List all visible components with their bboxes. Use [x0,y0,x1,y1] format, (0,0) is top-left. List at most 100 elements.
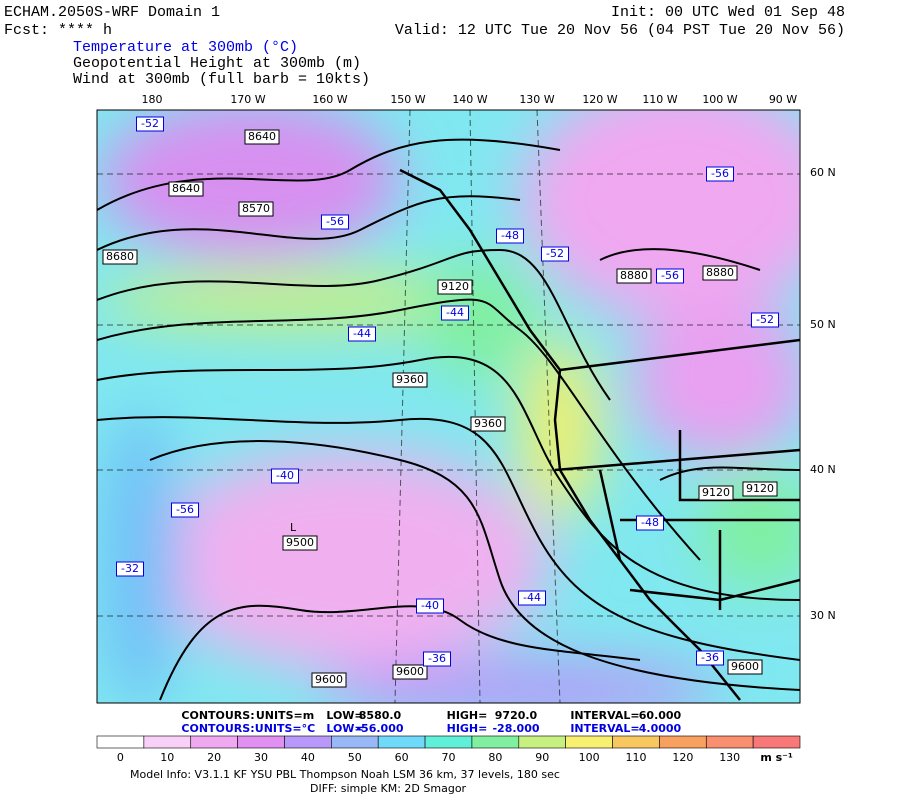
low-marker: L [290,521,297,534]
colorbar-tick: 80 [488,751,502,764]
lon-label: 180 [142,93,163,106]
contour-label-text: -56 [711,167,729,180]
contour-label-box [702,265,738,281]
contour-label-text: 9120 [746,482,774,495]
contour-label: 9500 [282,535,318,551]
contour-label-text: -32 [121,562,139,575]
contour-label-box [238,201,274,217]
colorbar-tick: 130 [719,751,740,764]
footer-line: DIFF: simple KM: 2D Smagor [310,782,467,795]
contour-label: -36 [423,651,451,667]
colorbar-swatch [424,735,473,749]
colorbar-tick: 20 [207,751,221,764]
colorbar-swatch [705,735,754,749]
lon-label: 170 W [230,93,265,106]
contour-label-text: -52 [756,313,774,326]
contour-label-box [416,598,444,614]
contour-label-box [518,590,546,606]
contour-label: -40 [271,468,299,484]
header-right: Init: 00 UTC Wed 01 Sep 48 [611,4,845,21]
lat-label: 60 N [810,166,836,179]
contour-label: 9600 [727,659,763,675]
colorbar-tick: 110 [625,751,646,764]
info-temp: -28.000 [492,722,539,735]
contour-label-text: -44 [523,591,541,604]
contour-label-text: -48 [641,516,659,529]
colorbar-swatch [331,735,379,749]
contour-label: -56 [706,166,734,182]
header-left: Fcst: **** h [4,22,112,39]
colorbar-swatch [471,735,520,749]
contour-label-text: -56 [326,215,344,228]
contour-label-text: 9600 [396,665,424,678]
lon-label: 90 W [769,93,797,106]
colorbar-swatch [190,735,238,749]
contour-label-text: 8680 [106,250,134,263]
contour-label-text: -36 [701,651,719,664]
contour-label-text: -48 [501,229,519,242]
info-height: CONTOURS: [181,709,254,722]
contour-label-box [271,468,299,484]
contour-label: 9600 [311,672,347,688]
contour-label-text: -52 [141,117,159,130]
contour-label-text: -56 [176,503,194,516]
contour-label-box [348,326,376,342]
colorbar-swatch [518,735,566,749]
colorbar-swatch [377,735,426,749]
colorbar-tick: 40 [301,751,315,764]
contour-label: -52 [136,116,164,132]
contour-label-box [392,664,428,680]
contour-label-text: 9120 [702,486,730,499]
colorbar-tick: 120 [672,751,693,764]
info-temp: LOW= [326,722,363,735]
contour-label: 8640 [244,129,280,145]
contour-label-box [636,515,664,531]
info-height: INTERVAL= [570,709,639,722]
contour-label-text: 9600 [315,673,343,686]
contour-label: -48 [636,515,664,531]
colorbar-tick: 10 [160,751,174,764]
lon-label: 100 W [702,93,737,106]
contour-label-box [282,535,318,551]
contour-label-text: -52 [546,247,564,260]
contour-label: -32 [116,561,144,577]
contour-label-box [698,485,734,501]
lat-label: 30 N [810,609,836,622]
contour-label-text: 9360 [396,373,424,386]
lat-label: 50 N [810,318,836,331]
map-frame [96,109,801,704]
contour-label-text: -40 [421,599,439,612]
contour-label: -52 [751,312,779,328]
contour-label: 9600 [392,664,428,680]
contour-label-box [616,268,652,284]
lon-label: 130 W [519,93,554,106]
contour-label-box [441,305,469,321]
contour-label-text: 8570 [242,202,270,215]
contour-label-box [171,502,199,518]
info-temp: 4.0000 [639,722,682,735]
colorbar-tick: 90 [535,751,549,764]
contour-label-text: -56 [661,269,679,282]
contour-label-text: 9600 [731,660,759,673]
lon-label: 120 W [582,93,617,106]
contour-label-box [423,651,451,667]
contour-label: -56 [656,268,684,284]
contour-label: 8880 [702,265,738,281]
colorbar-swatch [659,735,707,749]
contour-label-text: 8880 [706,266,734,279]
contour-label-box [696,650,724,666]
contour-label: -44 [441,305,469,321]
contour-label: -56 [321,214,349,230]
contour-label-box [437,279,473,295]
contour-label-box [321,214,349,230]
contour-label-box [311,672,347,688]
colorbar-tick: 100 [579,751,600,764]
contour-label: -44 [348,326,376,342]
lat-label: 40 N [810,463,836,476]
colorbar-swatch [143,735,192,749]
contour-label: 8570 [238,201,274,217]
lon-label: 140 W [452,93,487,106]
field-name: Geopotential Height at 300mb (m) [73,55,361,72]
contour-label-box [496,228,524,244]
info-temp: UNITS=°C [255,722,315,735]
